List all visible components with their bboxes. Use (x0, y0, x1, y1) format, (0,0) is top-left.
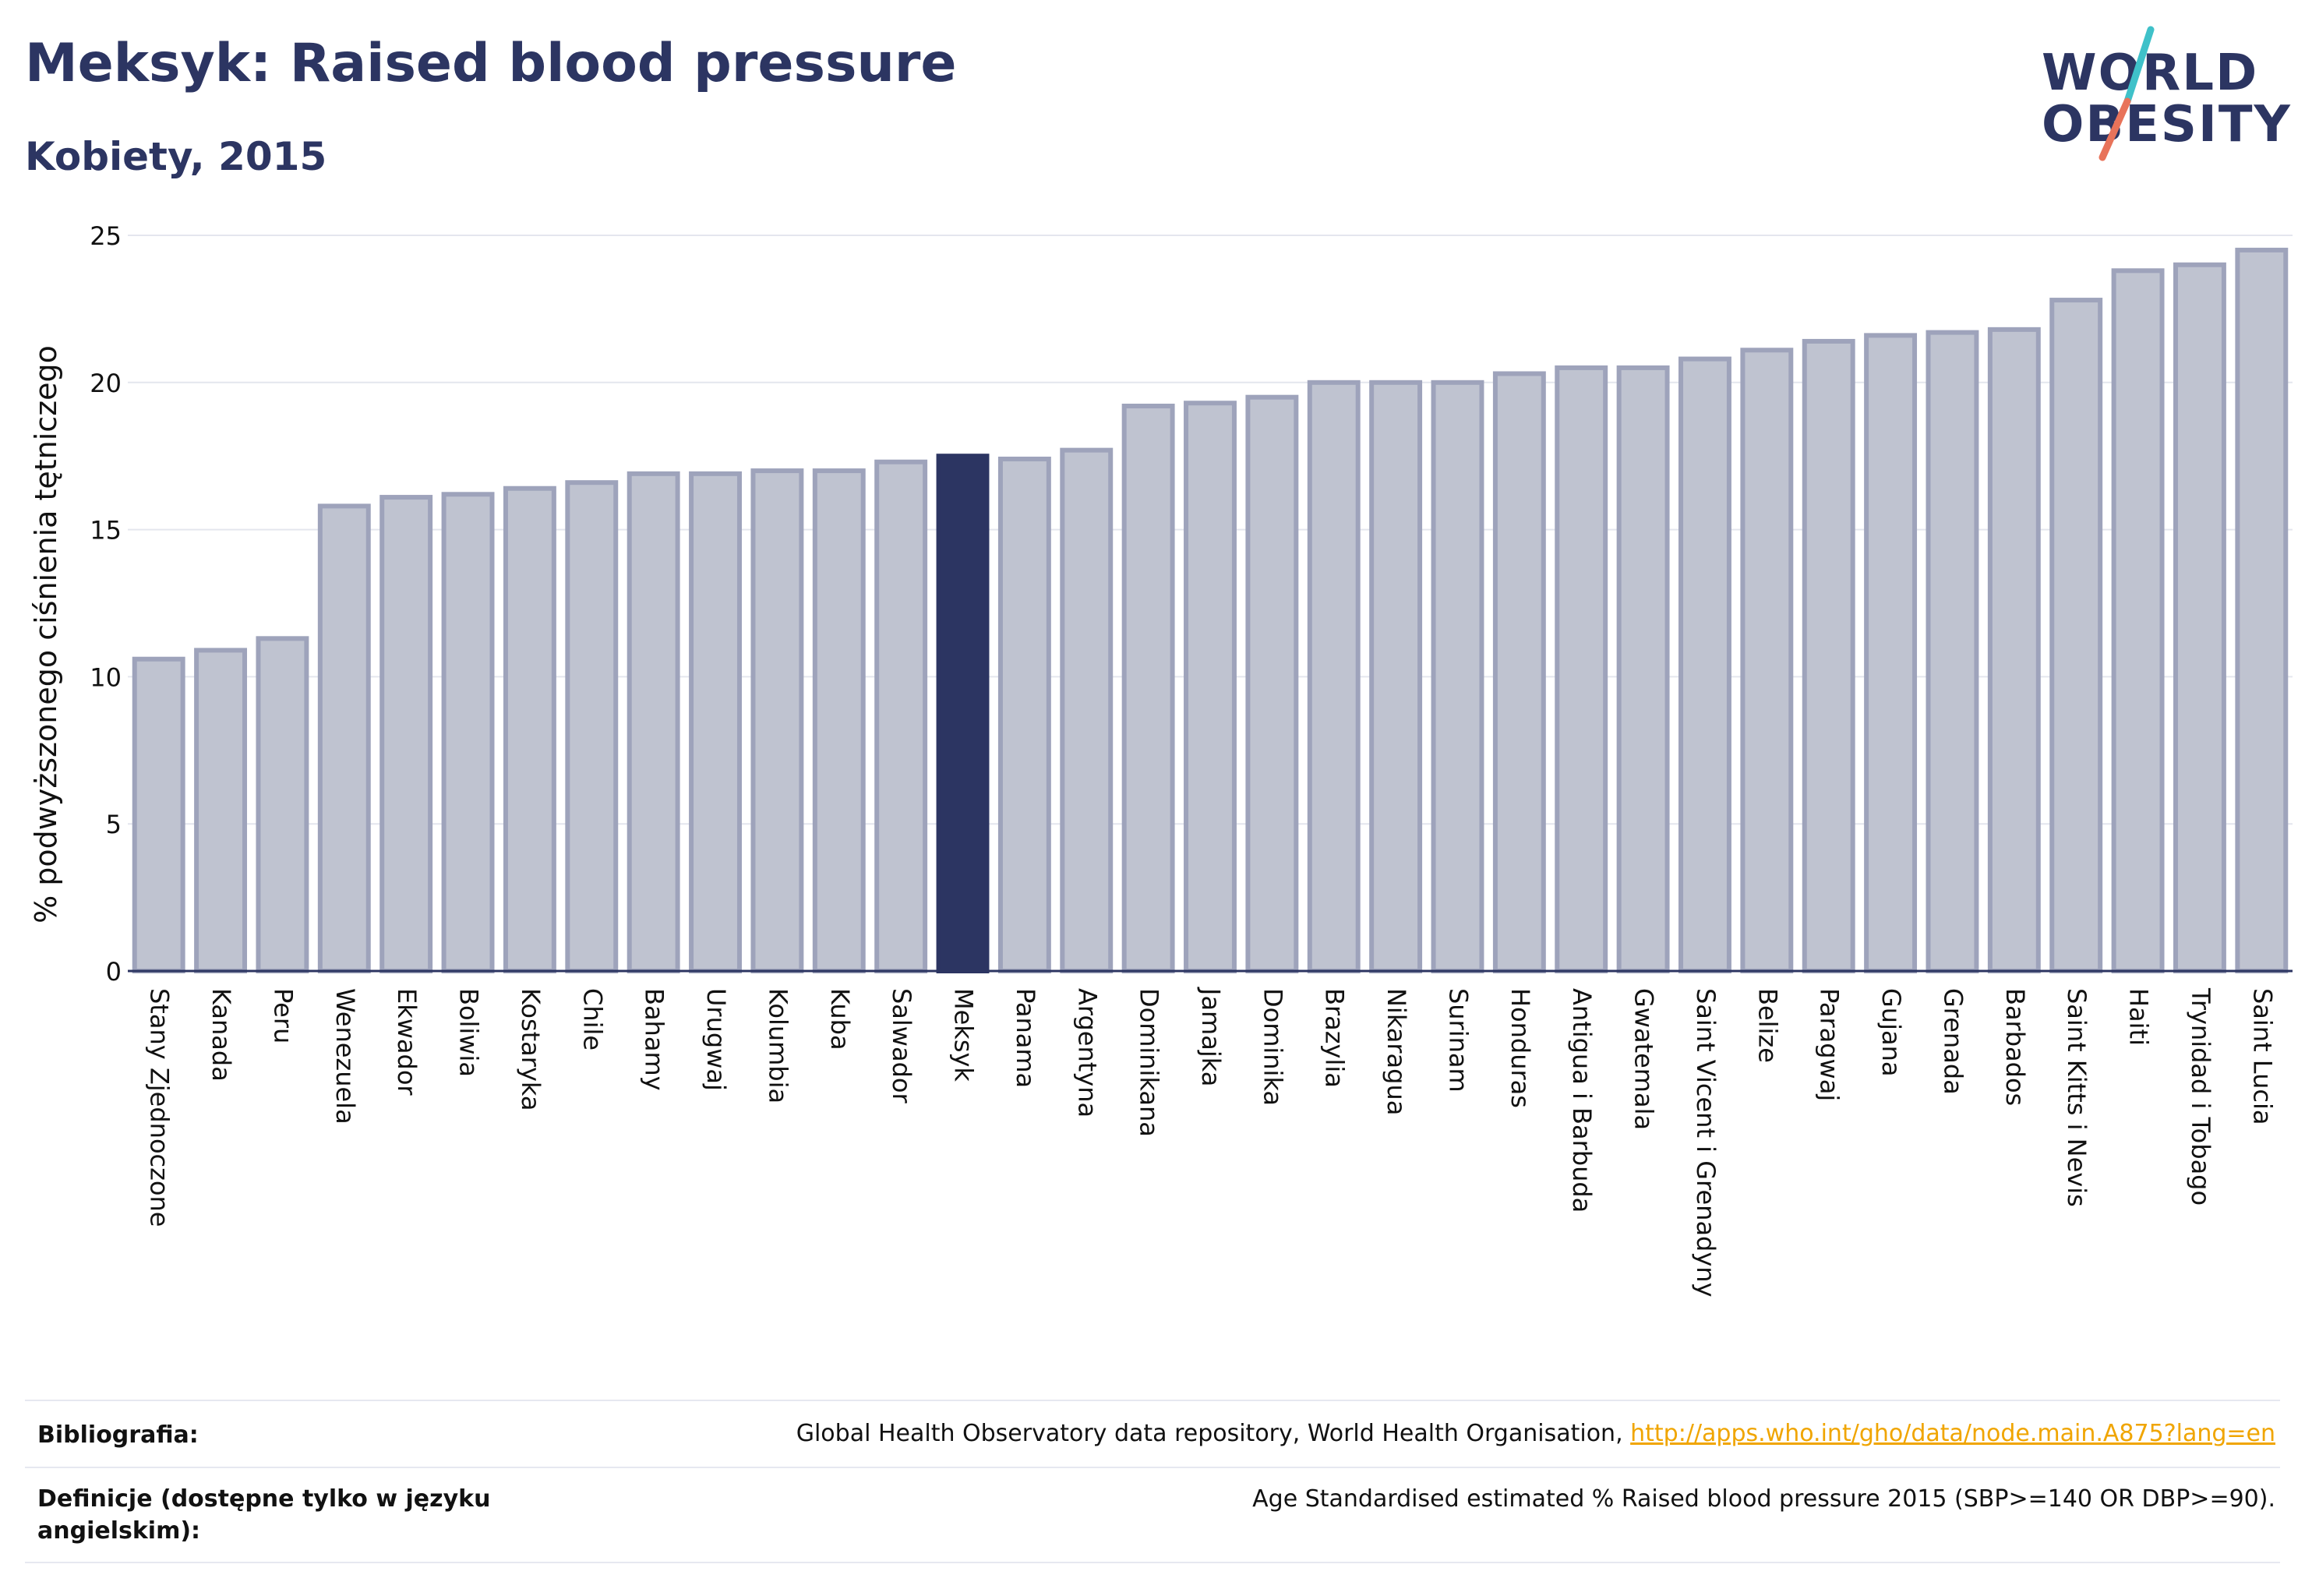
bibliography-link[interactable]: http://apps.who.int/gho/data/node.main.A… (1630, 1420, 2275, 1447)
x-tick-label: Panama (1011, 988, 1040, 1088)
footer-divider-top (25, 1400, 2280, 1401)
bar-chart: 0 5 10 15 20 25 Stany Zjednoczone Kanada Peru We… (29, 221, 2293, 1298)
bar-wenezuela (317, 503, 371, 973)
page-subtitle: Kobiety, 2015 (25, 134, 327, 179)
x-tick-label: Honduras (1505, 988, 1535, 1108)
bar-argentyna (1060, 447, 1114, 973)
x-tick-label: Kolumbia (763, 988, 792, 1103)
bar-kolumbia (750, 468, 804, 973)
bar-urugwaj (689, 471, 742, 973)
x-tick-label: Grenada (1938, 988, 1968, 1095)
bar-salwador (874, 459, 928, 973)
x-tick-label: Kostaryka (516, 988, 545, 1110)
y-tick-label: 25 (90, 221, 122, 251)
x-tick-label: Haiti (2124, 988, 2154, 1046)
bar-peru (256, 636, 309, 973)
bibliography-label: Bibliografia: (37, 1421, 199, 1449)
x-tick-label: Saint Lucia (2247, 988, 2277, 1125)
page-title: Meksyk: Raised blood pressure (25, 33, 957, 94)
bar-surinam (1431, 380, 1484, 974)
x-tick-label: Stany Zjednoczone (145, 988, 175, 1227)
logo-text-obesity: OBESITY (2042, 96, 2292, 154)
y-tick-label: 20 (90, 369, 122, 398)
x-axis-labels: Stany Zjednoczone Kanada Peru Wenezuela Ekwa… (145, 987, 2278, 1298)
bar-bahamy (627, 471, 680, 973)
x-tick-label: Chile (577, 988, 607, 1050)
x-tick-label: Ekwador (392, 988, 422, 1096)
bar-nikaragua (1369, 380, 1423, 974)
x-tick-label: Gwatemala (1629, 988, 1659, 1130)
x-tick-label: Bahamy (640, 988, 669, 1091)
bar-kuba (812, 468, 866, 973)
bar-grenada (1926, 330, 1979, 974)
bar-saint-lucia (2235, 247, 2289, 973)
x-tick-label: Barbados (2000, 988, 2030, 1106)
x-tick-label: Jamajka (1196, 987, 1226, 1086)
y-tick-label: 5 (106, 810, 122, 839)
x-tick-label: Nikaragua (1382, 988, 1411, 1115)
bar-chile (565, 480, 619, 973)
x-tick-label: Brazylia (1320, 988, 1350, 1088)
x-tick-label: Dominika (1258, 988, 1287, 1106)
bibliography-value: Global Health Observatory data repositor… (796, 1420, 2275, 1447)
bar-boliwia (441, 492, 495, 973)
x-tick-label: Urugwaj (701, 988, 731, 1091)
x-tick-label: Meksyk (949, 988, 979, 1082)
bar-antigua-i-barbuda (1555, 365, 1608, 974)
bar-saint-kitts-i-nevis (2049, 298, 2103, 973)
x-tick-label: Belize (1753, 988, 1782, 1063)
x-tick-label: Peru (268, 988, 298, 1043)
bar-belize (1740, 348, 1794, 974)
x-tick-label: Surinam (1443, 988, 1473, 1093)
x-tick-label: Kanada (206, 988, 236, 1082)
y-axis-label: % podwyższonego ciśnienia tętniczego (29, 345, 63, 923)
bar-ekwador (379, 495, 433, 973)
bar-honduras (1492, 371, 1546, 974)
chart-bars (132, 247, 2289, 974)
y-tick-label: 0 (106, 957, 122, 987)
y-axis-ticks: 0 5 10 15 20 25 (90, 221, 122, 987)
x-tick-label: Gujana (1876, 988, 1906, 1076)
bar-barbados (1987, 327, 2041, 974)
y-tick-label: 10 (90, 662, 122, 692)
x-tick-label: Paragwaj (1815, 988, 1844, 1101)
x-tick-label: Wenezuela (330, 988, 360, 1125)
x-tick-label: Argentyna (1072, 988, 1102, 1118)
definitions-label: Definicje (dostępne tylko w języku angie… (37, 1485, 491, 1545)
bar-paragwaj (1802, 338, 1855, 974)
logo-text-world: WORLD (2042, 44, 2259, 102)
x-tick-label: Dominikana (1135, 988, 1164, 1137)
bar-jamajka (1184, 401, 1237, 973)
bar-dominikana (1121, 404, 1175, 973)
bibliography-text: Global Health Observatory data repositor… (796, 1420, 1631, 1447)
bar-meksyk (936, 454, 990, 973)
bar-haiti (2111, 268, 2165, 973)
bar-gujana (1864, 333, 1918, 974)
bar-gwatemala (1616, 365, 1670, 974)
bar-panama (997, 456, 1051, 973)
x-tick-label: Boliwia (454, 988, 484, 1077)
bar-kanada (194, 648, 248, 974)
bar-kostaryka (503, 486, 556, 973)
bar-brazylia (1307, 380, 1361, 974)
logo-slash-icon (2099, 26, 2155, 161)
bar-saint-vicent-i-grenadyny (1678, 356, 1731, 974)
y-tick-label: 15 (90, 516, 122, 546)
x-tick-label: Saint Vicent i Grenadyny (1691, 988, 1721, 1298)
x-tick-label: Salwador (887, 988, 916, 1103)
bar-stany-zjednoczone (132, 656, 185, 974)
x-tick-label: Kuba (825, 988, 855, 1050)
x-tick-label: Saint Kitts i Nevis (2062, 988, 2091, 1207)
bar-trynidad-i-tobago (2173, 262, 2226, 973)
definitions-value: Age Standardised estimated % Raised bloo… (1252, 1485, 2275, 1513)
world-obesity-logo: WORLD OBESITY (2042, 23, 2290, 164)
bar-dominika (1245, 394, 1299, 973)
footer-divider-middle (25, 1467, 2280, 1468)
x-tick-label: Trynidad i Tobago (2186, 987, 2215, 1206)
footer-divider-bottom (25, 1562, 2280, 1563)
x-tick-label: Antigua i Barbuda (1567, 988, 1597, 1213)
